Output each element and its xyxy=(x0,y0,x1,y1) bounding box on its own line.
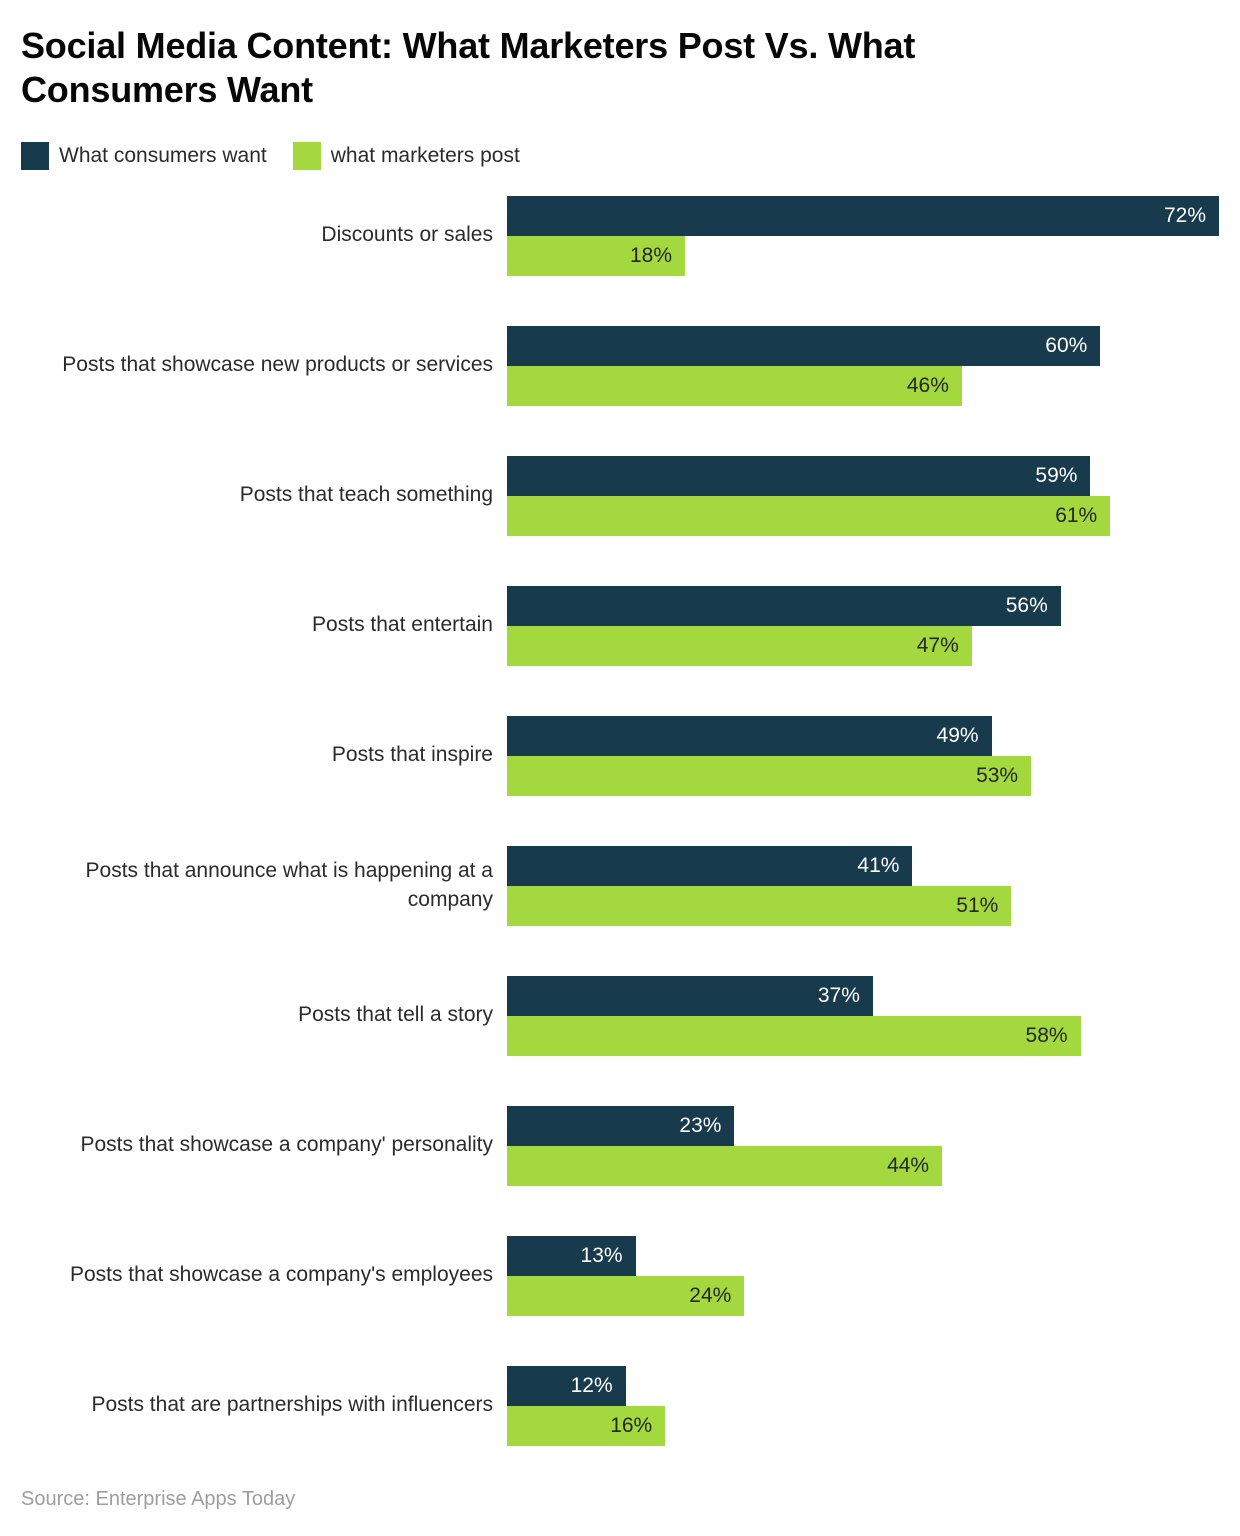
bar-pair: 13% 24% xyxy=(507,1235,1219,1316)
bar-value-label: 12% xyxy=(570,1373,613,1397)
bar-consumers-want: 23% xyxy=(507,1105,735,1146)
chart-row: Posts that inspire 49% 53% xyxy=(21,715,1219,796)
bar-pair: 72% 18% xyxy=(507,195,1219,276)
bar-marketers-post: 51% xyxy=(507,885,1012,926)
bar-pair: 60% 46% xyxy=(507,325,1219,406)
bar-consumers-want: 56% xyxy=(507,585,1061,626)
legend-item-marketers: what marketers post xyxy=(292,141,520,170)
chart-row: Posts that tell a story 37% 58% xyxy=(21,975,1219,1056)
bar-value-label: 58% xyxy=(1025,1023,1068,1047)
legend: What consumers want what marketers post xyxy=(21,141,1219,170)
bar-marketers-post: 16% xyxy=(507,1405,666,1446)
bar-marketers-post: 46% xyxy=(507,365,962,406)
bar-value-label: 24% xyxy=(689,1283,732,1307)
bar-value-label: 47% xyxy=(916,633,959,657)
chart-row: Posts that are partnerships with influen… xyxy=(21,1365,1219,1446)
legend-item-consumers: What consumers want xyxy=(21,141,267,170)
category-label: Discounts or sales xyxy=(321,223,493,247)
bar-value-label: 59% xyxy=(1035,463,1078,487)
bar-consumers-want: 72% xyxy=(507,195,1219,236)
chart-row: Posts that announce what is happening at… xyxy=(21,845,1219,926)
category-label: Posts that announce what is happening at… xyxy=(85,858,493,911)
bar-pair: 59% 61% xyxy=(507,455,1219,536)
category-label: Posts that showcase new products or serv… xyxy=(62,353,493,377)
bar-consumers-want: 60% xyxy=(507,325,1101,366)
chart-rows: Discounts or sales 72% 18% Posts that sh… xyxy=(21,195,1219,1446)
bar-pair: 41% 51% xyxy=(507,845,1219,926)
chart-row: Posts that showcase a company' personali… xyxy=(21,1105,1219,1186)
bar-value-label: 51% xyxy=(956,893,999,917)
bar-marketers-post: 18% xyxy=(507,235,685,276)
bar-marketers-post: 44% xyxy=(507,1145,943,1186)
bar-value-label: 61% xyxy=(1055,503,1098,527)
category-label: Posts that showcase a company's employee… xyxy=(69,1263,493,1287)
category-label: Posts that teach something xyxy=(239,483,493,507)
bar-consumers-want: 37% xyxy=(507,975,873,1016)
bar-consumers-want: 12% xyxy=(507,1365,626,1406)
bar-value-label: 37% xyxy=(817,983,860,1007)
bar-value-label: 60% xyxy=(1045,333,1088,357)
chart-row: Posts that showcase a company's employee… xyxy=(21,1235,1219,1316)
bar-consumers-want: 49% xyxy=(507,715,992,756)
bar-marketers-post: 47% xyxy=(507,625,972,666)
chart-title: Social Media Content: What Marketers Pos… xyxy=(21,25,916,110)
bar-value-label: 72% xyxy=(1163,203,1206,227)
chart-row: Posts that entertain 56% 47% xyxy=(21,585,1219,666)
legend-swatch-consumers-icon xyxy=(21,141,49,170)
bar-pair: 37% 58% xyxy=(507,975,1219,1056)
bar-marketers-post: 24% xyxy=(507,1275,745,1316)
bar-consumers-want: 41% xyxy=(507,845,913,886)
bar-consumers-want: 59% xyxy=(507,455,1091,496)
category-label: Posts that inspire xyxy=(331,743,493,767)
category-label: Posts that are partnerships with influen… xyxy=(91,1393,493,1417)
bar-value-label: 23% xyxy=(679,1113,722,1137)
bar-value-label: 53% xyxy=(976,763,1019,787)
legend-swatch-marketers-icon xyxy=(292,141,321,170)
category-label: Posts that entertain xyxy=(312,613,493,637)
bar-marketers-post: 61% xyxy=(507,495,1111,536)
bar-pair: 23% 44% xyxy=(507,1105,1219,1186)
legend-label-marketers: what marketers post xyxy=(330,143,520,167)
bar-value-label: 13% xyxy=(580,1243,623,1267)
bar-pair: 12% 16% xyxy=(507,1365,1219,1446)
bar-value-label: 44% xyxy=(887,1153,930,1177)
bar-marketers-post: 58% xyxy=(507,1015,1081,1056)
chart-row: Posts that showcase new products or serv… xyxy=(21,325,1219,406)
bar-pair: 49% 53% xyxy=(507,715,1219,796)
bar-consumers-want: 13% xyxy=(507,1235,636,1276)
bar-value-label: 46% xyxy=(906,373,949,397)
bar-value-label: 41% xyxy=(857,853,900,877)
category-label: Posts that tell a story xyxy=(298,1003,493,1027)
bar-pair: 56% 47% xyxy=(507,585,1219,666)
category-label: Posts that showcase a company' personali… xyxy=(80,1133,493,1157)
legend-label-consumers: What consumers want xyxy=(59,143,267,167)
bar-value-label: 56% xyxy=(1005,593,1048,617)
bar-value-label: 16% xyxy=(610,1413,653,1437)
source-attribution: Source: Enterprise Apps Today xyxy=(21,1487,296,1510)
chart-row: Discounts or sales 72% 18% xyxy=(21,195,1219,276)
chart-row: Posts that teach something 59% 61% xyxy=(21,455,1219,536)
bar-marketers-post: 53% xyxy=(507,755,1032,796)
bar-value-label: 49% xyxy=(936,723,979,747)
bar-value-label: 18% xyxy=(629,243,672,267)
